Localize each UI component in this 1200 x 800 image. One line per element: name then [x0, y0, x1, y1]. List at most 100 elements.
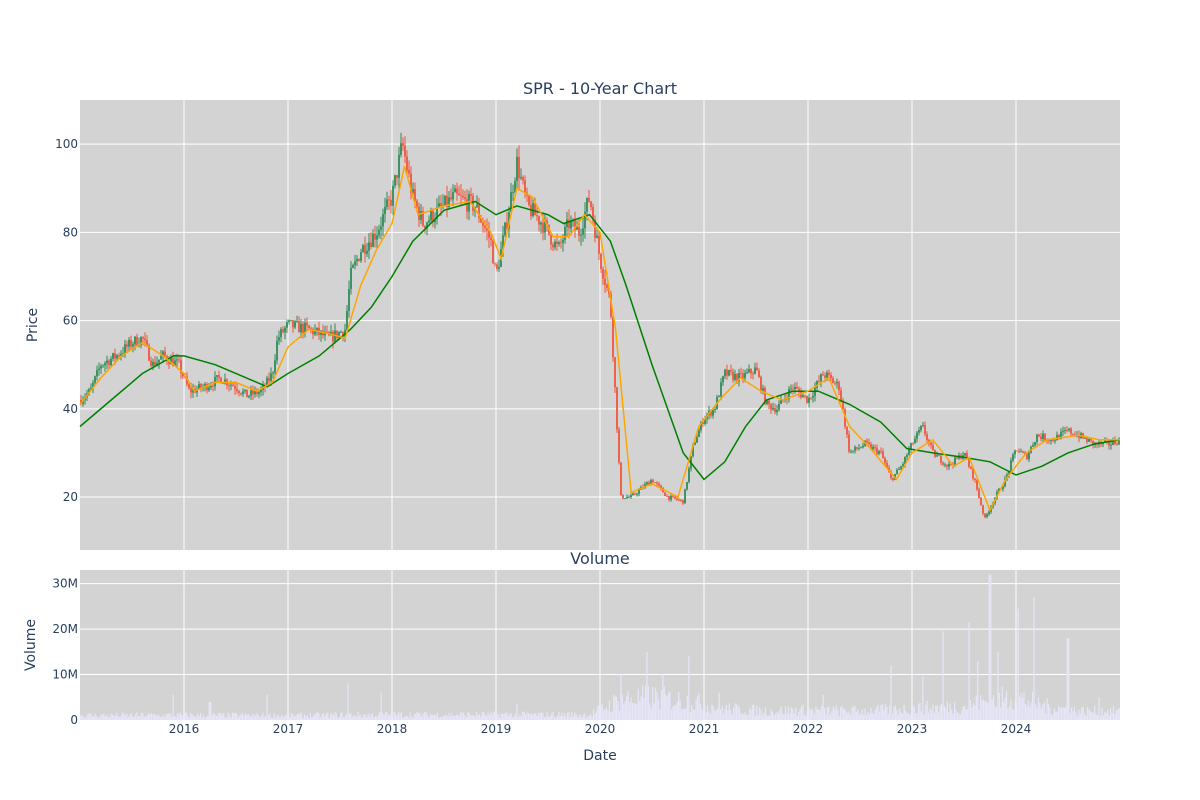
- volume-bar: [961, 710, 963, 720]
- volume-bar: [579, 714, 582, 720]
- volume-bar: [1088, 708, 1090, 720]
- volume-bar: [863, 714, 865, 720]
- volume-bar: [166, 714, 168, 720]
- candle-down: [838, 381, 840, 391]
- candle-down: [232, 384, 234, 387]
- candle-down: [578, 227, 580, 236]
- volume-bar: [603, 709, 605, 720]
- volume-bar: [402, 717, 404, 720]
- volume-bar: [233, 713, 235, 720]
- candle-up: [826, 372, 828, 378]
- candle-up: [688, 468, 690, 483]
- candle-down: [414, 189, 416, 201]
- volume-bar: [512, 717, 514, 720]
- volume-bar: [379, 712, 381, 720]
- volume-bar: [513, 715, 515, 720]
- volume-bar: [972, 703, 974, 720]
- volume-bar: [1032, 692, 1034, 720]
- volume-bar: [122, 712, 124, 720]
- candle-up: [376, 235, 378, 240]
- volume-bar: [795, 707, 797, 720]
- volume-bar: [1078, 709, 1080, 720]
- candle-down: [804, 395, 806, 397]
- candle-up: [428, 220, 430, 223]
- volume-bar: [936, 705, 938, 720]
- candle-down: [750, 369, 752, 374]
- volume-bar: [546, 711, 548, 720]
- candle-up: [1064, 429, 1066, 431]
- x-tick-label: 2017: [273, 722, 304, 736]
- volume-bar: [858, 713, 860, 720]
- volume-bar: [299, 712, 301, 720]
- volume-bar: [253, 714, 255, 720]
- candle-up: [872, 446, 874, 450]
- candle-down: [308, 325, 310, 329]
- candle-down: [114, 353, 116, 359]
- volume-bar: [881, 704, 883, 720]
- candle-down: [306, 322, 308, 326]
- candle-up: [512, 192, 514, 193]
- candle-down: [678, 499, 680, 501]
- candle-up: [260, 389, 262, 393]
- volume-bar: [995, 707, 998, 720]
- candle-up: [272, 372, 274, 374]
- volume-bar: [909, 714, 911, 720]
- candle-up: [754, 367, 756, 374]
- volume-bar: [109, 716, 111, 720]
- volume-bar: [912, 707, 914, 720]
- candle-down: [620, 462, 622, 496]
- volume-bar: [871, 712, 873, 720]
- candle-down: [758, 370, 760, 377]
- candle-down: [206, 384, 208, 391]
- candle-up: [562, 239, 564, 243]
- volume-bar: [421, 716, 423, 720]
- volume-bar: [189, 713, 192, 720]
- candle-up: [1088, 439, 1090, 442]
- volume-bar: [915, 713, 917, 720]
- volume-bar: [1010, 699, 1012, 720]
- volume-bar: [194, 716, 196, 720]
- candle-up: [744, 372, 746, 379]
- candle-down: [298, 321, 300, 333]
- candle-down: [604, 278, 606, 285]
- volume-bar: [998, 693, 1000, 720]
- volume-bar: [504, 713, 506, 720]
- candle-down: [268, 377, 270, 381]
- volume-bar: [977, 660, 979, 720]
- volume-bar: [1112, 705, 1115, 720]
- volume-bar: [624, 701, 626, 720]
- volume-bar: [951, 709, 953, 720]
- volume-bar: [351, 716, 353, 720]
- volume-bar: [395, 713, 397, 720]
- volume-bar: [338, 717, 340, 720]
- volume-bar: [826, 707, 829, 720]
- candle-down: [658, 483, 660, 486]
- candle-up: [910, 443, 912, 450]
- candle-down: [1026, 454, 1028, 460]
- volume-bar: [577, 716, 579, 720]
- volume-bar: [776, 712, 778, 720]
- volume-bar: [447, 716, 449, 720]
- volume-bar: [185, 712, 187, 720]
- volume-bar: [1117, 709, 1119, 720]
- candle-up: [898, 468, 900, 470]
- candle-up: [314, 330, 316, 335]
- volume-bar: [285, 714, 287, 720]
- candle-down: [810, 397, 812, 399]
- candle-down: [182, 373, 184, 377]
- volume-bar: [1102, 715, 1104, 720]
- volume-bar: [1045, 713, 1047, 720]
- volume-bar: [591, 716, 593, 720]
- volume-bar: [673, 705, 675, 720]
- candle-down: [462, 195, 464, 198]
- candle-up: [316, 327, 318, 331]
- volume-bar: [727, 710, 729, 720]
- candle-up: [904, 456, 906, 465]
- candle-down: [774, 408, 776, 413]
- candle-down: [342, 332, 344, 337]
- volume-bar: [197, 713, 199, 720]
- volume-bar: [597, 705, 599, 720]
- candle-up: [906, 455, 908, 457]
- volume-bar: [825, 713, 827, 720]
- volume-bar: [542, 713, 544, 720]
